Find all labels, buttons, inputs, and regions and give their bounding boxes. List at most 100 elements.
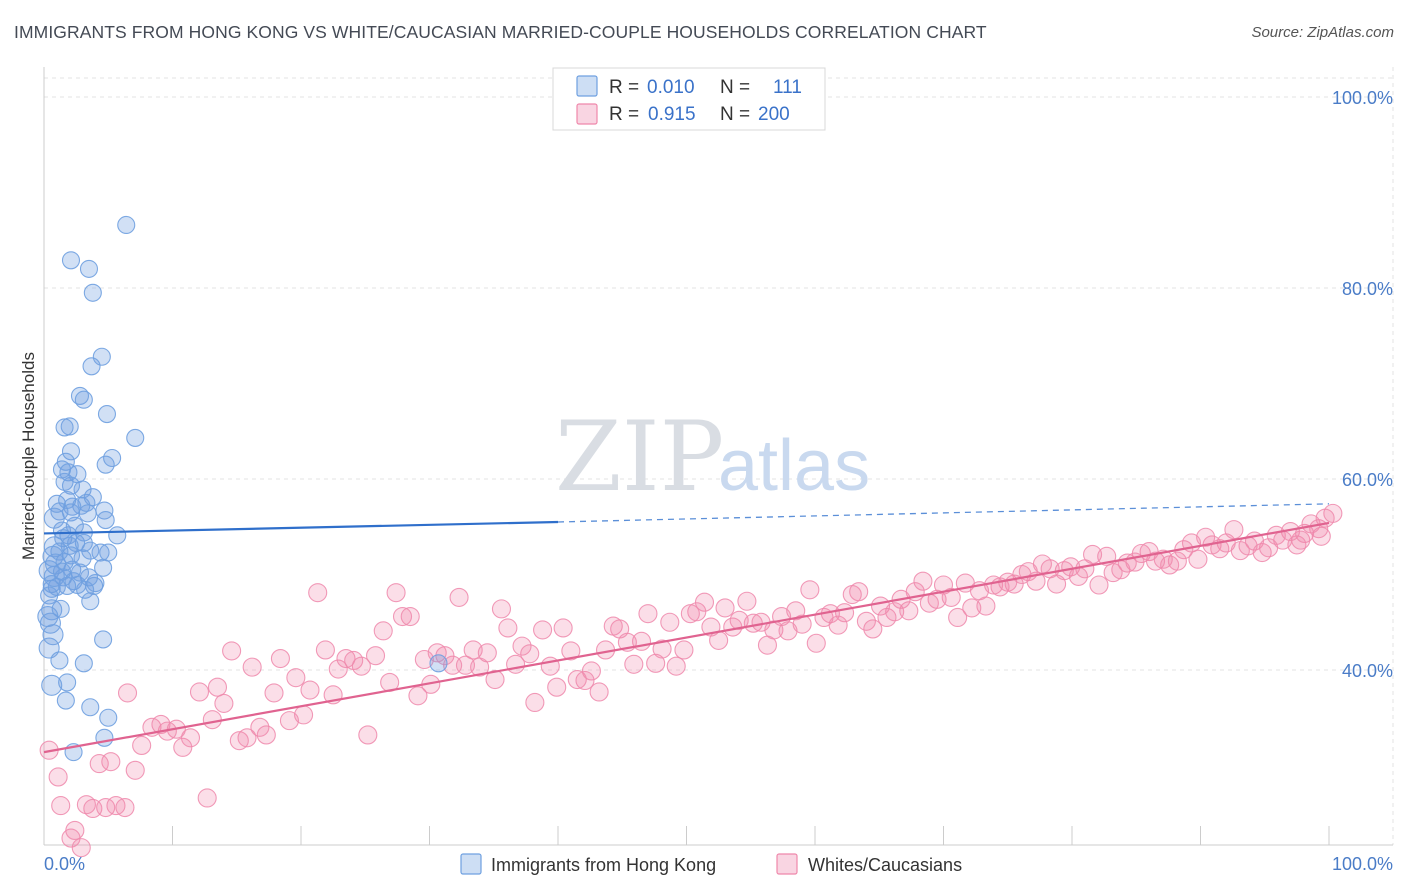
- point-whites-109: [800, 580, 820, 600]
- point-whites-63: [477, 643, 497, 663]
- point-whites-127: [927, 589, 947, 609]
- point-hongkong-80: [74, 654, 93, 673]
- y-tick-label-2: 80.0%: [1342, 279, 1393, 299]
- point-whites-84: [624, 654, 644, 674]
- trend-lines: [43, 503, 1330, 754]
- point-whites-23: [197, 788, 217, 808]
- trend-line-hongkong-extension: [557, 503, 1330, 523]
- point-whites-116: [849, 582, 869, 602]
- point-whites-125: [913, 571, 933, 591]
- point-whites-77: [575, 670, 595, 691]
- legend-n-label-1: N =: [720, 104, 750, 125]
- point-whites-185: [1311, 526, 1331, 546]
- point-whites-117: [856, 611, 876, 631]
- source-credit: Source: ZipAtlas.com: [1251, 24, 1394, 41]
- watermark-zip: ZIP: [555, 401, 724, 513]
- point-hongkong-0: [117, 215, 136, 235]
- point-whites-2: [51, 796, 71, 816]
- point-whites-15: [132, 735, 152, 755]
- point-whites-120: [877, 607, 897, 628]
- point-whites-94: [694, 592, 715, 612]
- point-whites-121: [885, 602, 905, 622]
- y-tick-label-0: 40.0%: [1342, 661, 1393, 681]
- series-legend: Immigrants from Hong Kong Whites/Caucasi…: [460, 853, 962, 875]
- point-whites-50: [386, 583, 406, 603]
- bottom-legend-label-0: Immigrants from Hong Kong: [491, 855, 716, 875]
- watermark: ZIP atlas: [555, 401, 870, 513]
- point-whites-129: [941, 587, 961, 607]
- point-whites-100: [737, 591, 757, 611]
- point-whites-36: [286, 668, 306, 688]
- point-whites-26: [214, 693, 234, 713]
- point-whites-5: [71, 838, 91, 858]
- point-whites-99: [729, 610, 749, 630]
- point-whites-79: [589, 682, 609, 702]
- legend-r-label-1: R =: [609, 104, 639, 125]
- point-hongkong-66: [85, 576, 104, 596]
- point-hongkong-71: [81, 592, 100, 611]
- legend-swatch-pink: [576, 103, 598, 125]
- point-hongkong-77: [94, 630, 113, 649]
- point-whites-132: [962, 598, 982, 618]
- point-hongkong-47: [99, 543, 118, 562]
- series-immigrants-hong-kong: [37, 215, 448, 762]
- point-whites-64: [485, 669, 505, 690]
- point-whites-40: [315, 640, 335, 660]
- legend-r-value-1: 0.915: [648, 104, 696, 125]
- point-whites-42: [328, 659, 348, 679]
- point-hongkong-11: [55, 418, 74, 437]
- point-hongkong-59: [54, 568, 73, 587]
- point-whites-130: [948, 607, 968, 628]
- legend-n-label-0: N =: [720, 77, 750, 98]
- point-hongkong-17: [59, 463, 78, 482]
- point-whites-34: [270, 648, 290, 669]
- point-whites-69: [520, 644, 540, 664]
- point-whites-110: [806, 633, 826, 653]
- point-hongkong-63: [42, 574, 61, 594]
- point-whites-52: [400, 606, 420, 627]
- point-whites-47: [365, 646, 386, 666]
- point-hongkong-2: [79, 259, 99, 278]
- point-hongkong-10: [60, 417, 79, 436]
- point-hongkong-69: [76, 580, 95, 599]
- point-whites-118: [863, 619, 883, 639]
- point-whites-74: [553, 618, 573, 638]
- x-tick-label-1: 100.0%: [1332, 854, 1393, 874]
- trend-line-hongkong: [43, 520, 559, 535]
- point-whites-66: [498, 618, 518, 638]
- point-hongkong-21: [73, 480, 92, 499]
- bottom-legend-label-1: Whites/Caucasians: [808, 855, 962, 875]
- point-hongkong-9: [126, 428, 145, 447]
- point-whites-90: [666, 656, 686, 676]
- chart-title: IMMIGRANTS FROM HONG KONG VS WHITE/CAUCA…: [14, 22, 987, 42]
- point-whites-33: [264, 683, 284, 703]
- point-whites-89: [660, 612, 680, 632]
- point-hongkong-7: [74, 390, 93, 409]
- point-whites-31: [250, 717, 270, 737]
- point-whites-30: [242, 657, 262, 677]
- axes: [43, 67, 1393, 846]
- point-whites-45: [351, 656, 371, 676]
- stats-legend-box: [552, 67, 826, 131]
- point-whites-184: [1291, 530, 1311, 550]
- y-tick-label-1: 60.0%: [1342, 470, 1393, 490]
- legend-r-label-0: R =: [609, 77, 639, 98]
- point-hongkong-30: [78, 504, 97, 523]
- point-hongkong-53: [94, 558, 113, 577]
- point-hongkong-5: [82, 357, 101, 376]
- point-whites-35: [279, 711, 299, 731]
- watermark-atlas: atlas: [718, 426, 870, 506]
- point-hongkong-85: [81, 698, 100, 717]
- point-whites-10: [101, 752, 121, 772]
- legend-swatch-blue: [576, 75, 598, 97]
- point-hongkong-86: [99, 708, 118, 727]
- point-whites-21: [180, 728, 201, 748]
- point-whites-87: [646, 653, 666, 673]
- point-whites-59: [449, 587, 469, 607]
- point-whites-20: [173, 737, 193, 757]
- point-whites-73: [547, 677, 567, 697]
- point-hongkong-41: [74, 533, 93, 553]
- point-whites-158: [1145, 551, 1166, 571]
- point-whites-48: [373, 621, 393, 641]
